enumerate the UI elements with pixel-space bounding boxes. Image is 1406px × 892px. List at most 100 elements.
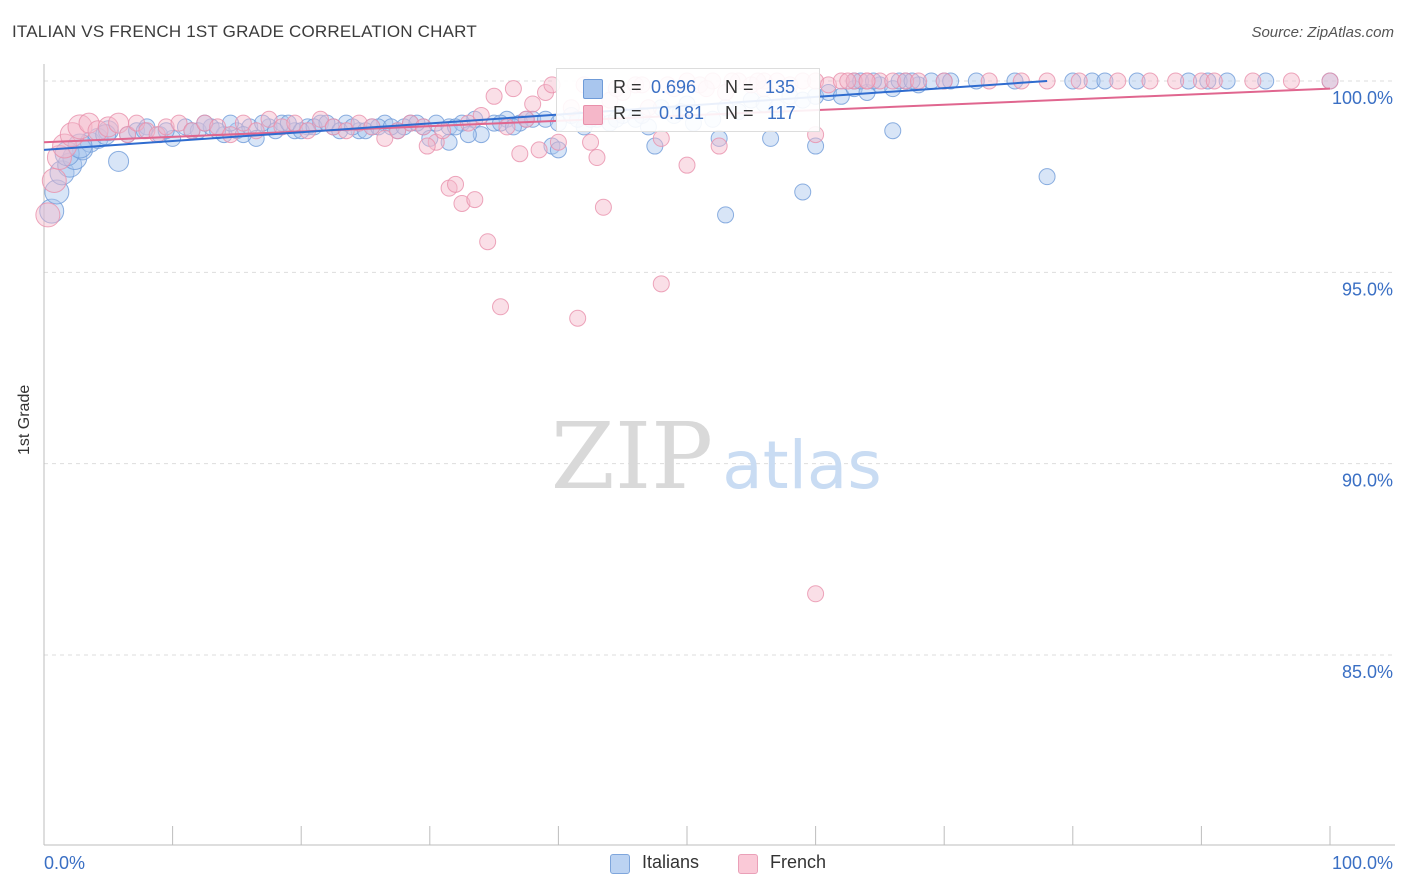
point-italians <box>762 129 780 147</box>
point-italians <box>1128 72 1146 90</box>
point-italians <box>1064 72 1082 90</box>
point-french <box>710 137 728 155</box>
point-french <box>524 95 542 113</box>
point-french <box>311 110 329 128</box>
point-french <box>909 72 927 90</box>
point-french <box>260 110 278 128</box>
point-french <box>569 309 587 327</box>
point-french <box>504 80 522 98</box>
point-french <box>832 72 850 90</box>
point-french <box>1205 72 1223 90</box>
chart-title: ITALIAN VS FRENCH 1ST GRADE CORRELATION … <box>12 22 477 41</box>
point-italians <box>1218 72 1236 90</box>
point-french <box>1167 72 1185 90</box>
point-french <box>678 156 696 174</box>
legend-swatch-italians <box>583 79 603 99</box>
point-italians <box>890 72 908 90</box>
legend-swatch-french <box>583 105 603 125</box>
point-italians <box>942 72 960 90</box>
legend-n-value: 135 <box>765 77 796 97</box>
point-french <box>652 275 670 293</box>
point-french <box>1012 72 1030 90</box>
point-italians <box>852 72 870 90</box>
legend-n-value: 117 <box>767 103 796 123</box>
grid-lines <box>44 80 1395 656</box>
legend-r-value: 0.181 <box>659 103 705 123</box>
point-italians <box>39 198 65 224</box>
point-french <box>980 72 998 90</box>
point-french <box>819 76 837 94</box>
point-french <box>1070 72 1088 90</box>
point-french <box>1321 72 1339 90</box>
stats-legend: R = 0.696 N = 135 R = 0.181 N = 117 <box>556 68 820 132</box>
watermark: ZIP atlas <box>551 403 882 510</box>
legend-r-value: 0.696 <box>651 77 697 97</box>
point-french <box>530 141 548 159</box>
point-french <box>582 133 600 151</box>
point-french <box>453 194 471 212</box>
y-tick-label: 100.0% <box>1332 88 1393 108</box>
point-french <box>1244 72 1262 90</box>
x-tick-label: 0.0% <box>44 853 85 873</box>
point-french <box>459 114 477 132</box>
point-french <box>845 72 863 90</box>
point-french <box>807 585 825 603</box>
point-french <box>652 129 670 147</box>
point-italians <box>1180 72 1198 90</box>
point-french <box>196 114 214 132</box>
legend-swatch-french <box>738 854 758 874</box>
point-french <box>376 129 394 147</box>
point-italians <box>447 118 465 136</box>
point-french <box>594 198 612 216</box>
point-french <box>1141 72 1159 90</box>
point-italians <box>1257 72 1275 90</box>
watermark-zip: ZIP <box>551 403 713 510</box>
legend-n-label: N = <box>725 77 754 97</box>
point-italians <box>157 122 175 140</box>
point-italians <box>884 122 902 140</box>
point-italians <box>794 183 812 201</box>
tick-labels: 85.0% 90.0% 95.0% 100.0% 0.0% 100.0% <box>44 88 1393 873</box>
point-french <box>485 87 503 105</box>
point-french <box>157 118 175 136</box>
point-italians <box>472 126 490 144</box>
legend-swatch-italians <box>610 854 630 874</box>
axes <box>43 64 1395 846</box>
point-french <box>839 72 857 90</box>
point-french <box>588 149 606 167</box>
point-french <box>234 114 252 132</box>
point-french <box>1282 72 1300 90</box>
x-tick-label: 100.0% <box>1332 853 1393 873</box>
chart-source: Source: ZipAtlas.com <box>1251 24 1394 41</box>
trend-line-italians <box>43 80 1048 151</box>
point-french <box>41 167 67 193</box>
point-french <box>871 72 889 90</box>
watermark-atlas: atlas <box>722 427 882 504</box>
point-italians <box>864 72 882 90</box>
point-french <box>492 298 510 316</box>
point-french <box>1192 72 1210 90</box>
point-french <box>511 145 529 163</box>
point-italians <box>1199 72 1217 90</box>
point-french <box>498 118 516 136</box>
legend-n-label: N = <box>725 103 754 123</box>
legend-label-italians: Italians <box>642 852 700 872</box>
point-italians <box>1038 168 1056 186</box>
point-french <box>858 72 876 90</box>
legend-r-label: R = <box>613 103 642 123</box>
y-tick-label: 90.0% <box>1342 471 1393 491</box>
point-french <box>1109 72 1127 90</box>
point-french <box>466 191 484 209</box>
point-french <box>273 118 291 136</box>
point-french <box>549 133 567 151</box>
legend-label-french: French <box>770 852 827 872</box>
point-french <box>517 110 535 128</box>
series-french <box>35 72 1339 603</box>
point-french <box>418 137 436 155</box>
point-italians <box>1006 72 1024 90</box>
point-italians <box>108 150 130 172</box>
legend-r-label: R = <box>613 77 642 97</box>
point-french <box>35 202 61 228</box>
point-french <box>479 233 497 251</box>
